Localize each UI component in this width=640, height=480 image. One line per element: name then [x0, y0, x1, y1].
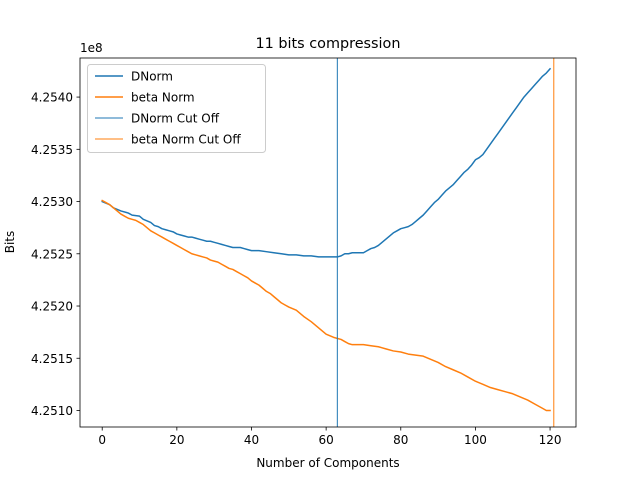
legend-label: beta Norm: [131, 91, 195, 105]
legend-label: DNorm: [131, 70, 173, 84]
series-line-0: [101, 67, 552, 258]
legend: DNorm beta Norm DNorm Cut Off beta Norm Cut…: [87, 64, 266, 153]
y-tick-label: 4.2530: [31, 195, 73, 209]
legend-label: DNorm Cut Off: [131, 112, 220, 126]
legend-label: beta Norm Cut Off: [131, 133, 241, 147]
y-offset-text: 1e8: [80, 41, 103, 55]
cutoff-layer: [336, 58, 555, 427]
x-tick-label: 60: [318, 433, 333, 447]
y-tick-label: 4.2520: [31, 300, 73, 314]
x-axis-ticks: 0 20 40 60 80 100 120: [98, 427, 562, 447]
legend-box: [87, 64, 266, 153]
series-line-1: [101, 199, 551, 412]
y-tick-label: 4.2525: [31, 247, 73, 261]
y-axis-ticks: 4.2510 4.2515 4.2520 4.2525 4.2530 4.2535 4.25…: [31, 91, 80, 418]
y-tick-label: 4.2535: [31, 143, 73, 157]
y-tick-label: 4.2540: [31, 91, 73, 105]
x-tick-label: 100: [464, 433, 487, 447]
series-layer: [101, 67, 552, 412]
y-tick-label: 4.2510: [31, 404, 73, 418]
x-tick-label: 120: [539, 433, 562, 447]
y-tick-label: 4.2515: [31, 352, 73, 366]
x-tick-label: 40: [244, 433, 259, 447]
x-tick-label: 0: [98, 433, 106, 447]
chart-title: 11 bits compression: [256, 36, 401, 52]
plot-frame: [79, 57, 577, 428]
y-axis-label: Bits: [3, 231, 17, 254]
x-tick-label: 80: [393, 433, 408, 447]
x-tick-label: 20: [169, 433, 184, 447]
x-axis-label: Number of Components: [256, 456, 399, 470]
